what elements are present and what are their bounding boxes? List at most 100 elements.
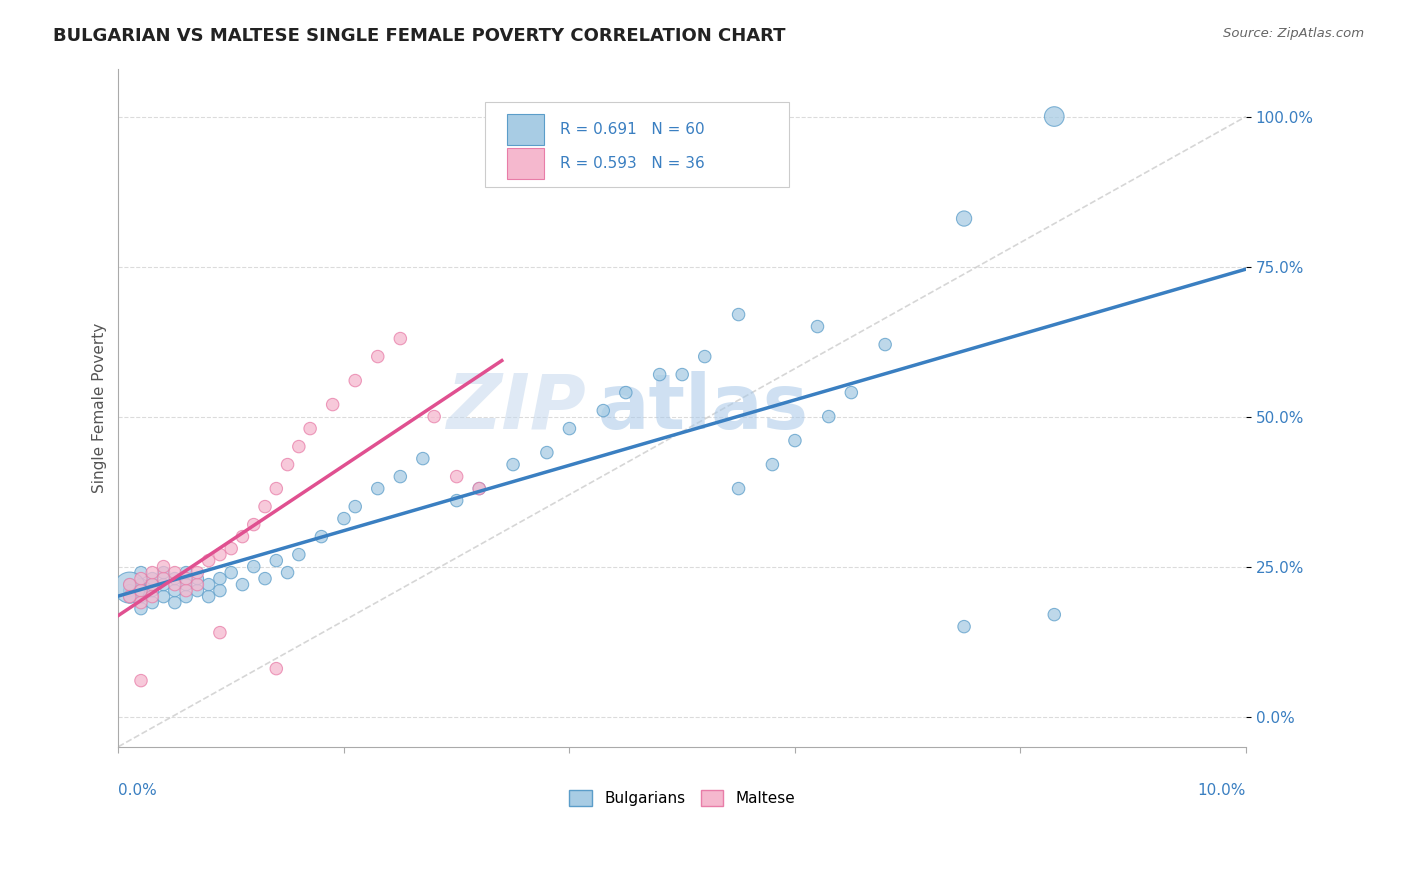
Point — [242, 559, 264, 574]
Point — [468, 482, 491, 496]
Point — [953, 619, 976, 633]
Point — [208, 548, 231, 562]
Point — [129, 673, 152, 688]
Point — [344, 500, 367, 514]
Point — [219, 566, 242, 580]
Point — [231, 577, 253, 591]
Point — [152, 590, 174, 604]
Point — [129, 590, 152, 604]
Point — [118, 577, 141, 591]
Point — [277, 458, 299, 472]
Point — [163, 583, 186, 598]
Point — [163, 572, 186, 586]
Point — [141, 577, 163, 591]
Point — [118, 581, 141, 595]
Point — [288, 440, 311, 454]
Point — [141, 572, 163, 586]
Point — [174, 566, 197, 580]
Point — [333, 511, 356, 525]
Point — [152, 559, 174, 574]
Point — [266, 553, 288, 567]
Point — [446, 469, 468, 483]
Text: BULGARIAN VS MALTESE SINGLE FEMALE POVERTY CORRELATION CHART: BULGARIAN VS MALTESE SINGLE FEMALE POVER… — [53, 27, 786, 45]
Point — [412, 451, 434, 466]
Point — [208, 625, 231, 640]
Point — [761, 458, 783, 472]
Point — [1043, 110, 1066, 124]
Point — [446, 493, 468, 508]
Point — [592, 403, 614, 417]
Point — [671, 368, 693, 382]
Point — [783, 434, 806, 448]
FancyBboxPatch shape — [508, 148, 544, 178]
Point — [231, 530, 253, 544]
Point — [1043, 607, 1066, 622]
Point — [197, 590, 219, 604]
Point — [727, 308, 749, 322]
Point — [367, 482, 389, 496]
Point — [118, 590, 141, 604]
Point — [253, 500, 276, 514]
Text: R = 0.691   N = 60: R = 0.691 N = 60 — [561, 122, 704, 137]
Point — [266, 662, 288, 676]
Point — [186, 577, 208, 591]
Text: ZIP: ZIP — [447, 370, 586, 444]
FancyBboxPatch shape — [485, 103, 789, 187]
Point — [536, 445, 558, 459]
Point — [129, 601, 152, 615]
Point — [163, 577, 186, 591]
Text: atlas: atlas — [598, 370, 808, 444]
Point — [219, 541, 242, 556]
Point — [129, 572, 152, 586]
Point — [558, 421, 581, 435]
Point — [186, 572, 208, 586]
Point — [141, 577, 163, 591]
Point — [152, 566, 174, 580]
Point — [208, 572, 231, 586]
Point — [299, 421, 322, 435]
Point — [141, 566, 163, 580]
Point — [817, 409, 839, 424]
Point — [727, 482, 749, 496]
Point — [163, 596, 186, 610]
Y-axis label: Single Female Poverty: Single Female Poverty — [93, 323, 107, 492]
Point — [288, 548, 311, 562]
Point — [118, 590, 141, 604]
Point — [875, 337, 897, 351]
Point — [129, 577, 152, 591]
Point — [311, 530, 333, 544]
Point — [367, 350, 389, 364]
Point — [502, 458, 524, 472]
Text: R = 0.593   N = 36: R = 0.593 N = 36 — [561, 156, 706, 171]
Point — [129, 583, 152, 598]
Point — [468, 482, 491, 496]
Point — [118, 583, 141, 598]
Legend: Bulgarians, Maltese: Bulgarians, Maltese — [561, 782, 803, 814]
Point — [152, 572, 174, 586]
Point — [141, 583, 163, 598]
Point — [141, 596, 163, 610]
Point — [266, 482, 288, 496]
Text: Source: ZipAtlas.com: Source: ZipAtlas.com — [1223, 27, 1364, 40]
Text: 0.0%: 0.0% — [118, 782, 157, 797]
Point — [186, 583, 208, 598]
Point — [322, 398, 344, 412]
Point — [648, 368, 671, 382]
Point — [129, 596, 152, 610]
Text: 10.0%: 10.0% — [1198, 782, 1246, 797]
Point — [806, 319, 828, 334]
Point — [129, 566, 152, 580]
Point — [174, 583, 197, 598]
Point — [174, 577, 197, 591]
Point — [253, 572, 276, 586]
Point — [197, 577, 219, 591]
Point — [141, 590, 163, 604]
Point — [242, 517, 264, 532]
FancyBboxPatch shape — [508, 114, 544, 145]
Point — [423, 409, 446, 424]
Point — [163, 566, 186, 580]
Point — [693, 350, 716, 364]
Point — [277, 566, 299, 580]
Point — [129, 583, 152, 598]
Point — [839, 385, 862, 400]
